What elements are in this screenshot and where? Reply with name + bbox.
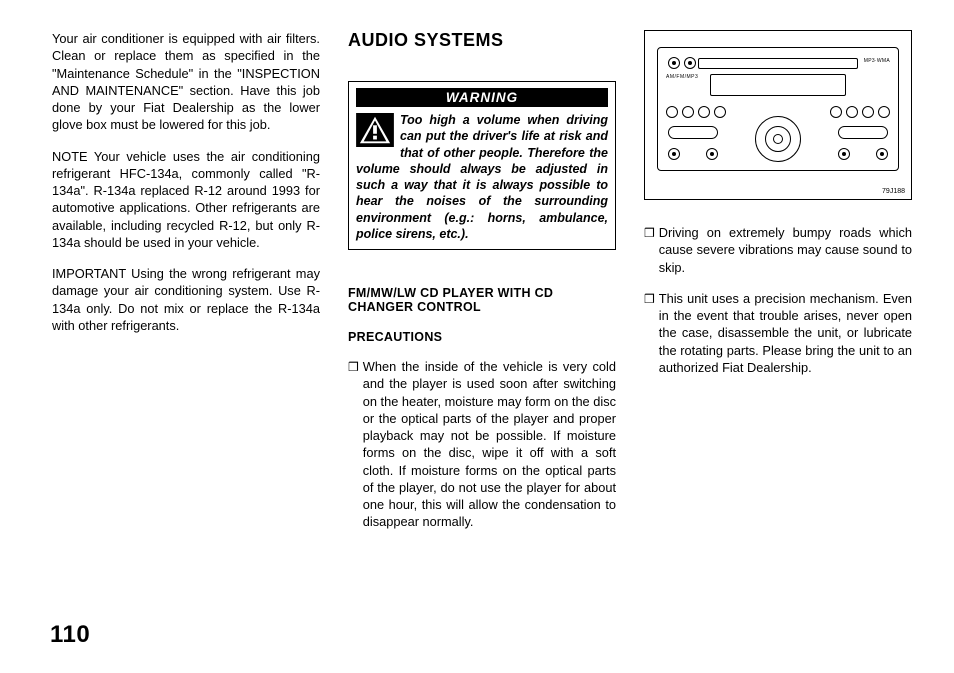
bullet-mark-icon: ❒: [348, 358, 359, 531]
bullet-mark-icon: ❒: [644, 290, 655, 376]
radio-button-icon: [668, 148, 680, 160]
warning-body: Too high a volume when dri­ving can put …: [356, 112, 608, 242]
radio-button-icon: [878, 106, 890, 118]
precaution-item-3: ❒ This unit uses a precision mechanism. …: [644, 290, 912, 376]
radio-button-icon: [706, 148, 718, 160]
radio-rocker-icon: [838, 126, 888, 139]
ac-filter-paragraph: Your air conditioner is equipped with ai…: [52, 30, 320, 134]
radio-button-icon: [666, 106, 678, 118]
figure-caption: 79J188: [882, 188, 905, 195]
precaution-item-2: ❒ Driving on extremely bumpy roads which…: [644, 224, 912, 276]
radio-label-left: AM/FM/MP3: [666, 74, 698, 80]
warning-box: WARNING Too high a volume when dri­ving …: [348, 81, 616, 250]
page-number: 110: [50, 621, 90, 649]
radio-button-icon: [838, 148, 850, 160]
precaution-text-1: When the inside of the vehicle is very c…: [363, 358, 616, 531]
bullet-mark-icon: ❒: [644, 224, 655, 276]
warning-title: WARNING: [356, 88, 608, 107]
radio-button-icon: [698, 106, 710, 118]
cd-slot-icon: [698, 58, 858, 69]
warning-triangle-icon: [356, 113, 394, 147]
column-3: AM/FM/MP3 MP3·WMA: [644, 30, 912, 531]
radio-label-right: MP3·WMA: [864, 58, 890, 64]
radio-dial-icon: [755, 116, 801, 162]
radio-button-icon: [830, 106, 842, 118]
columns: Your air conditioner is equipped with ai…: [52, 30, 912, 531]
column-2: AUDIO SYSTEMS WARNING Too high a volume …: [348, 30, 616, 531]
precaution-text-2: Driving on extremely bumpy roads which c…: [659, 224, 912, 276]
precautions-subhead: PRECAUTIONS: [348, 330, 616, 344]
radio-button-icon: [876, 148, 888, 160]
refrigerant-important-paragraph: IMPORTANT Using the wrong refriger­ant m…: [52, 265, 320, 334]
radio-button-icon: [684, 57, 696, 69]
radio-button-icon: [714, 106, 726, 118]
radio-button-icon: [668, 57, 680, 69]
section-heading: AUDIO SYSTEMS: [348, 30, 616, 51]
radio-button-icon: [862, 106, 874, 118]
radio-display: [710, 74, 846, 96]
column-1: Your air conditioner is equipped with ai…: [52, 30, 320, 531]
cd-player-subhead: FM/MW/LW CD PLAYER WITH CD CHANGER CONTR…: [348, 286, 616, 314]
radio-unit: AM/FM/MP3 MP3·WMA: [657, 47, 899, 171]
manual-page: Your air conditioner is equipped with ai…: [0, 0, 954, 673]
radio-figure: AM/FM/MP3 MP3·WMA: [644, 30, 912, 200]
precaution-text-3: This unit uses a precision mechanism. Ev…: [659, 290, 912, 376]
radio-button-icon: [682, 106, 694, 118]
refrigerant-note-paragraph: NOTE Your vehicle uses the air condi­tio…: [52, 148, 320, 252]
precaution-item-1: ❒ When the inside of the vehicle is very…: [348, 358, 616, 531]
radio-button-icon: [846, 106, 858, 118]
radio-rocker-icon: [668, 126, 718, 139]
